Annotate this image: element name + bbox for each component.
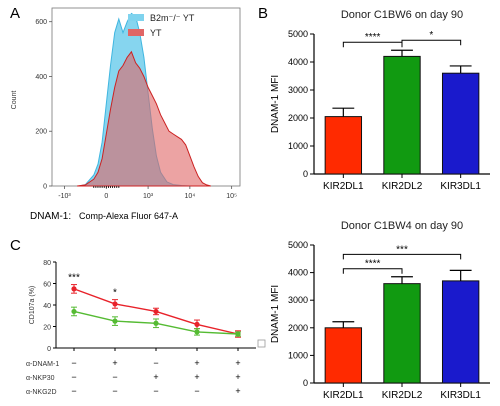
bar-y-tick-label: 5000 [288, 29, 308, 39]
histogram-x-label-prefix: DNAM-1: [30, 211, 71, 222]
bar-y-tick-label: 1000 [288, 141, 308, 151]
legend-label-yt: YT [150, 28, 162, 38]
condition-mark: + [153, 372, 158, 382]
histogram-y-tick-label: 200 [35, 129, 47, 136]
condition-label: α-DNAM-1 [26, 361, 59, 368]
bar-category-label: KIR3DL1 [440, 181, 481, 192]
condition-mark: − [153, 386, 158, 396]
bar-chart-title: Donor C1BW6 on day 90 [341, 9, 463, 21]
line-significance-label: * [113, 288, 117, 299]
condition-mark: − [71, 358, 76, 368]
legend-toggle-icon [257, 339, 266, 348]
condition-mark: + [194, 372, 199, 382]
bar-y-tick-label: 2000 [288, 113, 308, 123]
condition-label: α-NKP30 [26, 375, 55, 382]
histogram-y-tick-label: 600 [35, 19, 47, 26]
significance-label: * [429, 30, 433, 41]
bar-kir3dl1 [441, 72, 480, 175]
bar-y-tick-label: 4000 [288, 268, 308, 278]
bar-chart-c1bw6: Donor C1BW6 on day 90 0 1000 2000 3000 4000 50… [270, 9, 490, 192]
bar-category-label: KIR2DL2 [382, 390, 423, 401]
significance-label: *** [396, 244, 408, 255]
significance-bracket [342, 268, 403, 274]
line-point [194, 321, 200, 327]
condition-mark: − [112, 386, 117, 396]
bar-y-tick-label: 1000 [288, 350, 308, 360]
line-significance-label: *** [68, 273, 80, 284]
condition-mark: − [71, 372, 76, 382]
line-point [112, 301, 118, 307]
histogram-x-label: Comp-Alexa Fluor 647-A [79, 211, 178, 221]
bar-y-tick-label: 3000 [288, 295, 308, 305]
bar-kir2dl2 [383, 55, 421, 175]
bar-y-label: DNAM-1 MFI [270, 75, 281, 133]
panel-letter-a: A [10, 5, 20, 22]
condition-mark: + [235, 358, 240, 368]
bar-y-tick-label: 3000 [288, 85, 308, 95]
bar-kir2dl1 [324, 327, 363, 384]
line-y-tick-label: 20 [43, 325, 51, 332]
bar-y-label: DNAM-1 MFI [270, 285, 281, 343]
legend-swatch-yt [128, 29, 144, 36]
significance-label: **** [365, 259, 381, 270]
histogram-x-tick-label: 10³ [143, 193, 154, 200]
panel-letter-b: B [258, 5, 268, 22]
bar-category-label: KIR3DL1 [440, 390, 481, 401]
histogram-area-1 [77, 50, 211, 187]
bar-y-tick-label: 0 [303, 169, 308, 179]
bar-chart-title: Donor C1BW4 on day 90 [341, 220, 463, 232]
bar-y-tick-label: 4000 [288, 57, 308, 67]
significance-bracket [401, 39, 462, 46]
condition-mark: − [153, 358, 158, 368]
bar-kir2dl1 [324, 116, 363, 175]
bar-y-tick-label: 0 [303, 378, 308, 388]
bar-kir2dl2 [383, 283, 421, 384]
legend-label-b2m: B2m⁻/⁻ YT [150, 13, 195, 23]
legend-swatch-b2m [128, 14, 144, 21]
histogram-x-tick-label: 0 [104, 193, 108, 200]
histogram-x-tick-label: 10⁵ [226, 193, 237, 200]
condition-mark: + [235, 386, 240, 396]
histogram-y-label: Count [11, 91, 18, 110]
bar-kir3dl1 [441, 280, 480, 384]
line-point [153, 308, 159, 315]
histogram-x-tick-label: 10⁴ [184, 193, 195, 200]
bar-category-label: KIR2DL1 [323, 390, 364, 401]
bar-y-tick-label: 2000 [288, 323, 308, 333]
line-y-tick-label: 40 [43, 303, 51, 310]
condition-label: α-NKG2D [26, 389, 57, 396]
line-point [71, 308, 77, 315]
bar-category-label: KIR2DL2 [382, 181, 423, 192]
histogram-y-tick-label: 400 [35, 74, 47, 81]
condition-mark: + [235, 372, 240, 382]
line-point [112, 318, 118, 324]
line-y-label: CD107a (%) [29, 286, 36, 325]
line-point [153, 320, 159, 326]
line-point [194, 329, 200, 335]
line-y-tick-label: 80 [43, 260, 51, 267]
condition-mark: − [112, 372, 117, 382]
bar-category-label: KIR2DL1 [323, 181, 364, 192]
panel-letter-c: C [10, 237, 21, 254]
histogram-y-tick-label: 0 [43, 184, 47, 191]
condition-mark: + [112, 358, 117, 368]
histogram-x-tick-label: -10³ [58, 193, 71, 200]
condition-mark: + [194, 358, 199, 368]
significance-bracket [342, 253, 462, 260]
line-point [71, 286, 77, 292]
bar-y-tick-label: 5000 [288, 240, 308, 250]
condition-mark: − [71, 386, 76, 396]
significance-label: **** [365, 32, 381, 43]
condition-mark: − [194, 386, 199, 396]
line-y-tick-label: 0 [47, 346, 51, 353]
line-y-tick-label: 60 [43, 282, 51, 289]
line-point [235, 331, 241, 337]
bar-chart-c1bw4: Donor C1BW4 on day 90 0 1000 2000 3000 4000 50… [270, 220, 490, 401]
